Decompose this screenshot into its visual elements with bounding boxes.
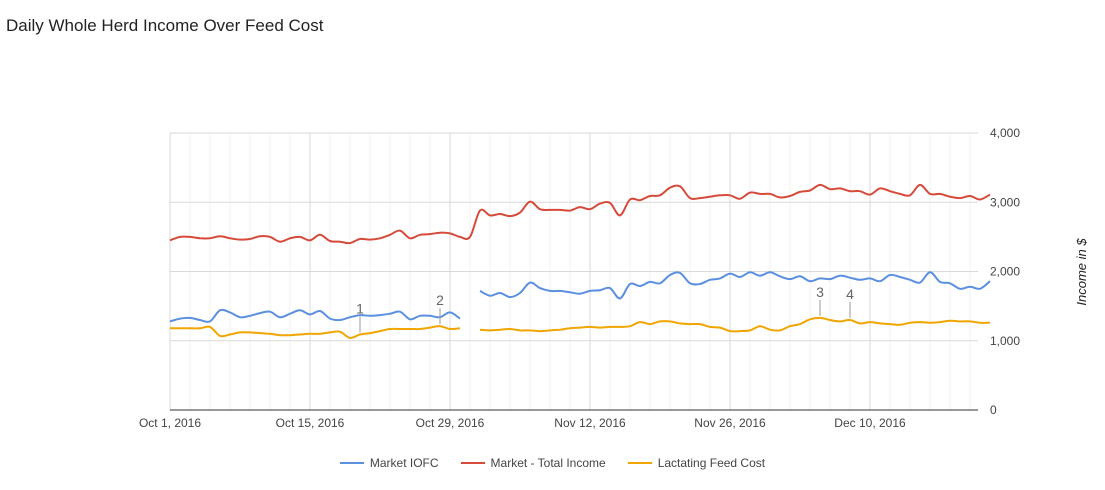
series-line-lactating-feed-cost (479, 316, 991, 333)
annotations: 1 2 3 4 (356, 284, 854, 333)
legend-swatch (627, 462, 652, 464)
y-tick-label: 0 (990, 403, 997, 417)
y-tick-label: 1,000 (990, 334, 1020, 348)
series-lines (169, 183, 991, 340)
legend-swatch (460, 462, 485, 464)
series-line-lactating-feed-cost (170, 325, 461, 340)
legend-label: Market - Total Income (490, 456, 606, 470)
x-tick-label: Dec 10, 2016 (834, 416, 906, 430)
annotation-label: 4 (846, 286, 854, 302)
annotation-label: 2 (436, 292, 444, 308)
legend-item[interactable]: Market IOFC (339, 456, 439, 470)
legend-item[interactable]: Lactating Feed Cost (627, 456, 766, 470)
legend-item[interactable]: Market - Total Income (460, 456, 606, 470)
y-axis-label: Income in $ (1074, 238, 1089, 306)
x-tick-label: Oct 15, 2016 (276, 416, 345, 430)
legend: Market IOFC Market - Total Income Lactatin… (0, 456, 1105, 470)
legend-label: Lactating Feed Cost (657, 456, 766, 470)
grid (169, 132, 978, 411)
x-tick-label: Nov 26, 2016 (694, 416, 766, 430)
axes: Oct 1, 2016 Oct 15, 2016 Oct 29, 2016 Nov 1… (139, 126, 1020, 430)
legend-swatch (339, 462, 364, 464)
chart-title: Daily Whole Herd Income Over Feed Cost (6, 16, 324, 35)
y-tick-label: 3,000 (990, 195, 1020, 209)
x-tick-label: Oct 29, 2016 (416, 416, 485, 430)
annotation-label: 3 (816, 284, 824, 300)
y-tick-label: 4,000 (990, 126, 1020, 140)
legend-label: Market IOFC (369, 456, 439, 470)
x-tick-label: Nov 12, 2016 (554, 416, 626, 430)
series-line-market-iofc (169, 308, 461, 323)
y-tick-label: 2,000 (990, 265, 1020, 279)
annotation-label: 1 (356, 301, 364, 317)
series-line-market-total-income (169, 183, 991, 245)
series-line-market-iofc (479, 271, 991, 300)
x-tick-label: Oct 1, 2016 (139, 416, 201, 430)
